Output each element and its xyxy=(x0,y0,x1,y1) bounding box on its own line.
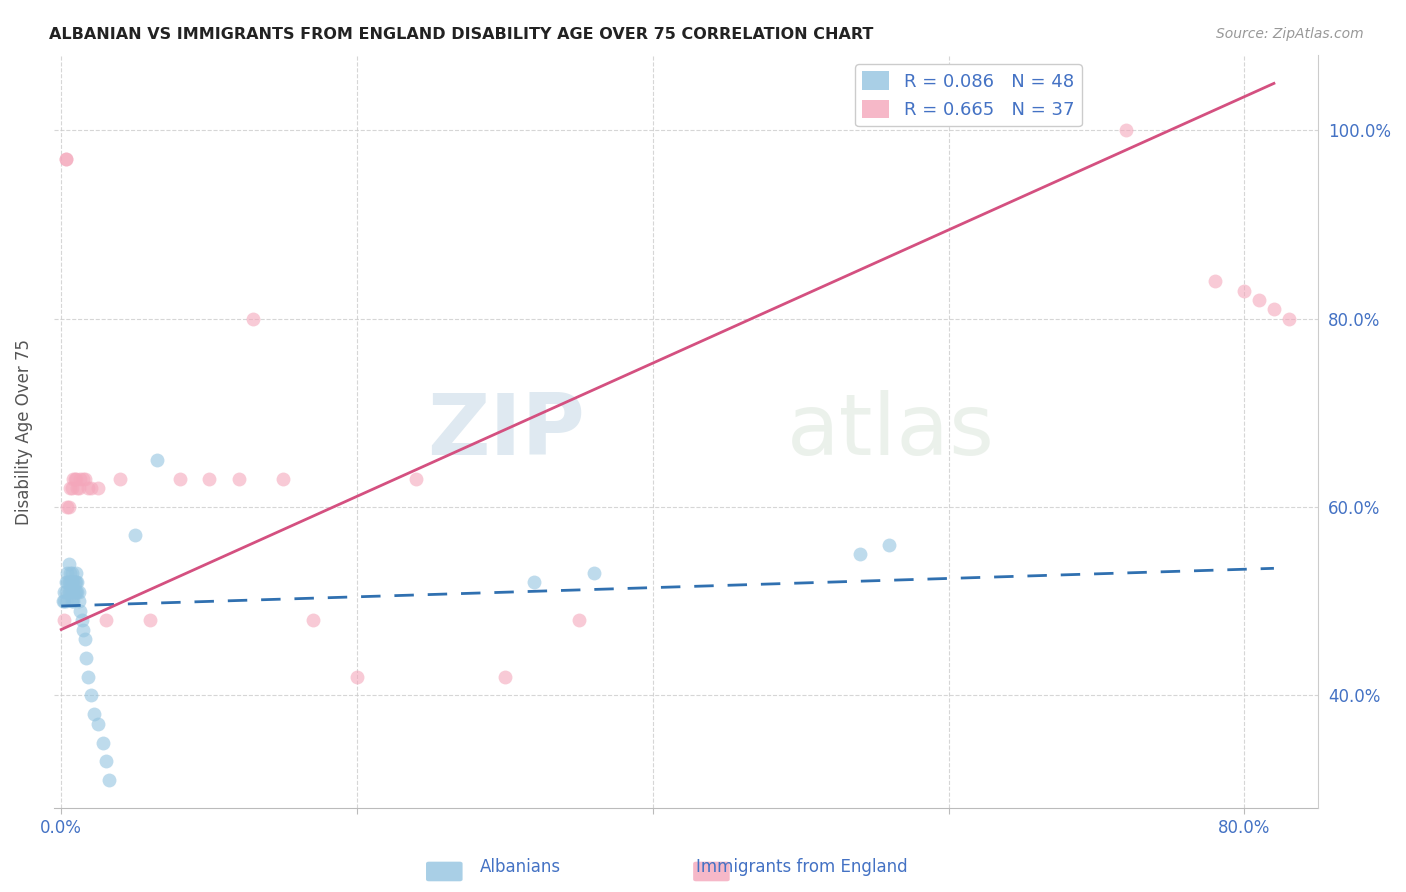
Point xyxy=(72,472,94,486)
Point xyxy=(53,585,76,599)
Point xyxy=(58,585,80,599)
Point xyxy=(849,547,872,561)
Point xyxy=(55,152,77,166)
Point xyxy=(66,585,89,599)
Point xyxy=(198,472,221,486)
Text: atlas: atlas xyxy=(787,391,995,474)
Point xyxy=(67,585,90,599)
Point xyxy=(67,481,90,495)
Point xyxy=(87,481,110,495)
Point xyxy=(76,481,98,495)
Point xyxy=(568,613,591,627)
Text: Albanians: Albanians xyxy=(479,858,561,876)
Text: Immigrants from England: Immigrants from England xyxy=(696,858,907,876)
Point xyxy=(1115,123,1137,137)
Point xyxy=(75,650,97,665)
Point xyxy=(1263,302,1285,317)
Legend: R = 0.086   N = 48, R = 0.665   N = 37: R = 0.086 N = 48, R = 0.665 N = 37 xyxy=(855,64,1081,127)
Y-axis label: Disability Age Over 75: Disability Age Over 75 xyxy=(15,339,32,524)
Text: ALBANIAN VS IMMIGRANTS FROM ENGLAND DISABILITY AGE OVER 75 CORRELATION CHART: ALBANIAN VS IMMIGRANTS FROM ENGLAND DISA… xyxy=(49,27,873,42)
Point xyxy=(65,575,87,590)
Point xyxy=(62,594,84,608)
Point xyxy=(1249,293,1271,307)
Point xyxy=(55,594,77,608)
Point xyxy=(301,613,323,627)
Point xyxy=(60,566,83,580)
Point xyxy=(83,707,105,722)
Point xyxy=(59,566,82,580)
Point xyxy=(56,575,79,590)
Point xyxy=(80,481,103,495)
Point xyxy=(56,566,79,580)
Point xyxy=(879,538,901,552)
Point xyxy=(59,575,82,590)
Point xyxy=(60,594,83,608)
Point xyxy=(62,585,84,599)
Point xyxy=(63,575,86,590)
Point xyxy=(62,472,84,486)
Point xyxy=(55,585,77,599)
Point xyxy=(1233,284,1256,298)
Point xyxy=(67,594,90,608)
Point xyxy=(523,575,546,590)
Point xyxy=(346,670,368,684)
Point xyxy=(97,773,120,788)
Point xyxy=(63,585,86,599)
Point xyxy=(65,472,87,486)
Point xyxy=(53,594,76,608)
Point xyxy=(60,585,83,599)
Point xyxy=(59,481,82,495)
Point xyxy=(58,500,80,515)
Point xyxy=(124,528,146,542)
Point xyxy=(91,735,114,749)
Point xyxy=(139,613,162,627)
Point xyxy=(72,623,94,637)
Point xyxy=(1204,274,1226,288)
Point xyxy=(65,585,87,599)
Point xyxy=(58,557,80,571)
Point xyxy=(55,152,77,166)
Point xyxy=(66,481,89,495)
Point xyxy=(62,575,84,590)
Point xyxy=(52,594,75,608)
Point xyxy=(56,500,79,515)
Point xyxy=(80,689,103,703)
Point xyxy=(271,472,294,486)
Point xyxy=(63,472,86,486)
Point xyxy=(94,755,117,769)
Point xyxy=(146,453,169,467)
Point xyxy=(582,566,605,580)
Point xyxy=(66,575,89,590)
Point xyxy=(55,575,77,590)
Point xyxy=(228,472,250,486)
Point xyxy=(405,472,427,486)
Point xyxy=(76,670,98,684)
Point xyxy=(70,613,93,627)
Point xyxy=(110,472,132,486)
Point xyxy=(53,613,76,627)
Text: ZIP: ZIP xyxy=(427,391,585,474)
Point xyxy=(60,575,83,590)
Point xyxy=(1278,311,1301,326)
Point xyxy=(69,604,91,618)
Point xyxy=(69,472,91,486)
Text: Source: ZipAtlas.com: Source: ZipAtlas.com xyxy=(1216,27,1364,41)
Point xyxy=(65,566,87,580)
Point xyxy=(60,481,83,495)
Point xyxy=(59,585,82,599)
Point xyxy=(58,575,80,590)
Point xyxy=(73,632,96,646)
Point xyxy=(73,472,96,486)
Point xyxy=(94,613,117,627)
Point xyxy=(494,670,516,684)
Point xyxy=(169,472,191,486)
Point xyxy=(87,716,110,731)
Point xyxy=(242,311,264,326)
